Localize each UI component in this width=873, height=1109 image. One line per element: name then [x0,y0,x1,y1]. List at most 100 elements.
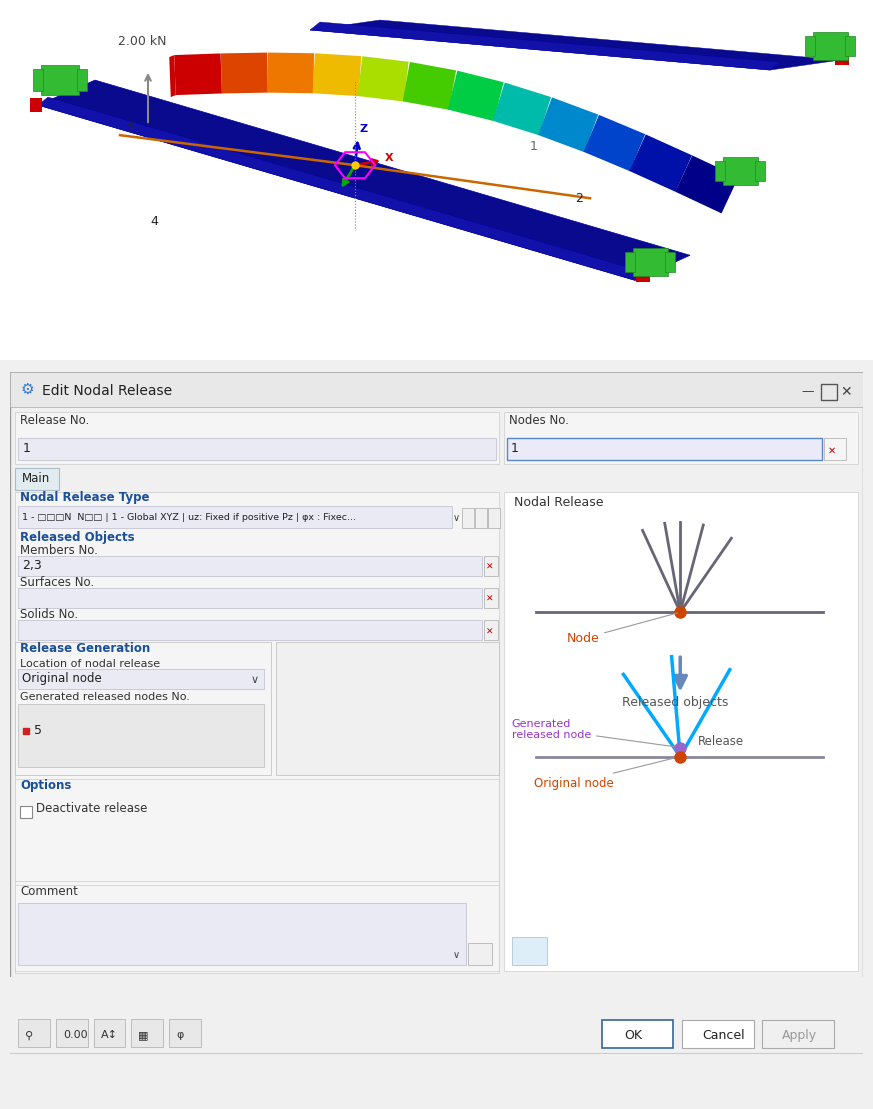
Bar [665,253,675,273]
Bar [821,384,836,399]
Polygon shape [313,53,361,96]
Text: Nodes No.: Nodes No. [509,414,568,427]
Text: 4: 4 [150,215,158,228]
Bar [18,704,265,766]
Text: ▦: ▦ [138,1030,148,1040]
Text: ✕: ✕ [486,563,493,572]
Bar [16,885,498,971]
Text: 2.00 kN: 2.00 kN [118,35,167,48]
Text: Comment: Comment [20,885,79,898]
Bar [41,65,79,95]
Bar [682,1020,753,1048]
Text: Release No.: Release No. [20,414,90,427]
Bar [475,508,487,528]
Bar [18,506,452,528]
Text: A↕: A↕ [100,1030,118,1040]
Text: 2,3: 2,3 [23,559,42,572]
Bar [813,32,848,60]
Bar [16,411,498,464]
Bar [77,69,87,91]
Text: Location of nodal release: Location of nodal release [20,659,161,670]
Bar [18,670,265,690]
Bar [824,438,846,460]
Text: Generated
released node: Generated released node [512,719,677,747]
Polygon shape [310,20,840,70]
Bar [33,69,43,91]
Polygon shape [221,52,268,93]
Bar [636,271,650,283]
Bar [16,642,271,774]
Bar [504,491,857,971]
Polygon shape [38,98,645,281]
Polygon shape [492,82,551,135]
Text: Main: Main [23,471,51,485]
Bar [468,943,492,965]
Text: Edit Nodal Release: Edit Nodal Release [42,384,172,397]
Bar [18,903,466,965]
Polygon shape [169,55,175,98]
Bar [762,1020,834,1048]
Bar [507,438,821,460]
Text: ✕: ✕ [841,385,852,398]
Text: 0.00: 0.00 [63,1030,87,1040]
Text: 1: 1 [511,441,519,455]
Text: Release: Release [698,734,744,747]
Polygon shape [310,22,780,70]
Bar [512,937,547,965]
Text: 1: 1 [530,140,538,153]
Bar [276,642,498,774]
Text: ∨: ∨ [452,950,459,960]
Text: ✕: ✕ [486,628,493,637]
Bar [484,556,498,576]
Text: ∨: ∨ [251,675,258,685]
Bar [755,161,765,181]
Bar [18,620,482,640]
Text: φ: φ [176,1030,183,1040]
Polygon shape [38,80,690,281]
Bar [10,977,863,1103]
Bar [169,1019,201,1047]
Polygon shape [538,98,598,152]
Bar [16,468,59,490]
Text: Z: Z [359,124,368,134]
Bar [16,491,498,973]
Text: Generated released nodes No.: Generated released nodes No. [20,692,190,702]
Bar [504,411,857,464]
Text: Release Generation: Release Generation [20,642,151,655]
Polygon shape [267,52,314,93]
Text: ✕: ✕ [486,596,493,604]
Text: OK: OK [625,1029,643,1042]
Text: Original node: Original node [23,672,102,685]
Bar [633,248,668,276]
Text: Solids No.: Solids No. [20,608,79,621]
Text: ⚲: ⚲ [25,1030,33,1040]
Bar [20,805,32,817]
Bar [93,1019,126,1047]
Bar [715,161,725,181]
Bar [131,1019,163,1047]
Text: Surfaces No.: Surfaces No. [20,576,94,589]
Bar [488,508,500,528]
Polygon shape [448,71,504,121]
Bar [18,556,482,576]
Polygon shape [676,155,739,213]
Text: Options: Options [20,779,72,792]
Text: X: X [385,153,394,163]
Bar [484,620,498,640]
Bar [723,157,758,185]
Text: ⚙: ⚙ [20,381,34,397]
Bar [10,372,863,407]
Text: Deactivate release: Deactivate release [37,802,148,815]
Text: 5: 5 [34,724,42,737]
Text: ∨: ∨ [452,512,459,523]
Bar [805,37,815,57]
Text: Nodal Release: Nodal Release [514,496,603,509]
Bar [18,438,496,460]
Text: 1: 1 [23,441,31,455]
Text: Node: Node [567,613,677,645]
Text: 1 - □□□N  N□□ | 1 - Global XYZ | uᴢ: Fixed if positive Pz | φx : Fixec...: 1 - □□□N N□□ | 1 - Global XYZ | uᴢ: Fixe… [23,512,356,522]
Text: 2: 2 [575,192,583,205]
Polygon shape [402,62,456,110]
Bar [56,1019,88,1047]
Bar [16,779,498,881]
